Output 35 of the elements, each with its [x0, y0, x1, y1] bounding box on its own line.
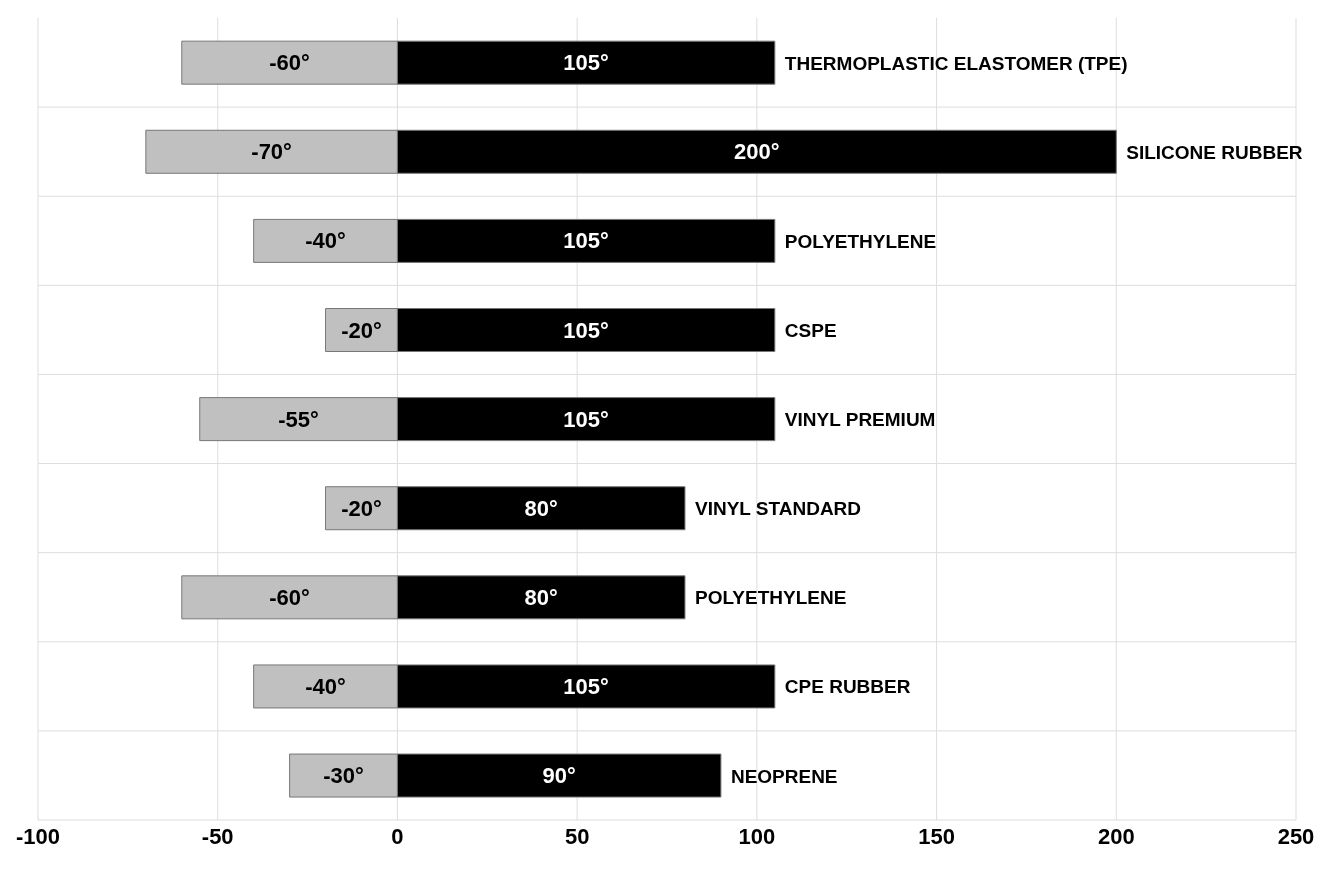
data-label: 90°	[542, 763, 576, 789]
y-tick-label: VINYL PREMIUM	[784, 408, 936, 430]
y-tick-label: CSPE	[784, 319, 837, 341]
y-tick-label: CPE RUBBER	[784, 675, 911, 697]
data-label: -60°	[269, 50, 310, 76]
x-tick-label: 0	[391, 823, 404, 849]
data-label: -40°	[305, 228, 346, 254]
data-label: -55°	[278, 406, 319, 432]
y-tick-label: THERMOPLASTIC ELASTOMER (TPE)	[784, 52, 1128, 74]
x-tick-label: 150	[918, 823, 955, 849]
data-label: -60°	[269, 584, 310, 610]
data-label: -30°	[323, 763, 364, 789]
y-tick-label: POLYETHYLENE	[694, 586, 847, 608]
data-label: -20°	[341, 495, 382, 521]
x-tick-label: 50	[564, 823, 590, 849]
y-tick-label: POLYETHYLENE	[784, 230, 937, 252]
x-tick-label: 250	[1277, 823, 1315, 849]
data-label: 105°	[563, 406, 609, 432]
y-tick-label: VINYL STANDARD	[694, 497, 862, 519]
data-label: 105°	[563, 673, 609, 699]
y-tick-label: NEOPRENE	[730, 765, 838, 787]
x-tick-label: -50	[201, 823, 234, 849]
data-label: 200°	[734, 139, 780, 165]
data-label: 80°	[524, 495, 558, 521]
data-label: 105°	[563, 228, 609, 254]
x-tick-label: 200	[1097, 823, 1135, 849]
data-label: 105°	[563, 317, 609, 343]
y-tick-label: SILICONE RUBBER	[1126, 141, 1303, 163]
x-tick-label: 100	[738, 823, 776, 849]
data-label: -20°	[341, 317, 382, 343]
data-label: 80°	[524, 584, 558, 610]
data-label: 105°	[563, 50, 609, 76]
x-tick-label: -100	[15, 823, 61, 849]
data-label: -70°	[251, 139, 292, 165]
data-label: -40°	[305, 673, 346, 699]
